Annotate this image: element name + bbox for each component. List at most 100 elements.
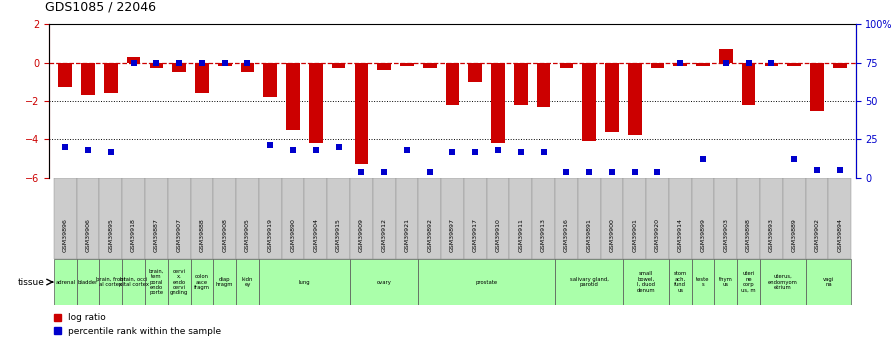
Text: GSM39898: GSM39898 [746,218,751,252]
Text: GSM39905: GSM39905 [245,218,250,252]
Bar [760,259,806,305]
Point [719,60,733,65]
Text: teste
s: teste s [696,277,710,287]
Bar [305,178,327,259]
Bar [99,259,122,305]
Text: GSM39906: GSM39906 [85,218,90,252]
Bar [332,62,346,68]
Text: GSM39894: GSM39894 [837,218,842,252]
Point [81,147,95,153]
Bar [737,259,760,305]
Bar [628,62,642,136]
Bar [418,259,555,305]
Bar [122,178,145,259]
Text: GSM39911: GSM39911 [518,218,523,252]
Point [673,60,687,65]
Point [104,149,118,154]
Text: GSM39909: GSM39909 [359,218,364,252]
Bar [714,259,737,305]
Text: GSM39887: GSM39887 [154,218,159,252]
Point [627,169,642,174]
Bar [418,178,441,259]
Point [240,60,254,65]
Bar [810,62,823,110]
Bar [646,178,669,259]
Bar [582,62,596,141]
Text: GSM39920: GSM39920 [655,218,660,252]
Bar [58,62,72,88]
Bar [696,62,710,66]
Point [491,147,505,153]
Bar [555,259,624,305]
Bar [145,259,168,305]
Point [537,149,551,154]
Text: adrenal: adrenal [56,279,75,285]
Text: thym
us: thym us [719,277,733,287]
Point [194,60,209,65]
Text: GSM39888: GSM39888 [200,218,204,252]
Bar [350,178,373,259]
Point [308,147,323,153]
Text: GSM39901: GSM39901 [633,218,637,252]
Point [126,60,141,65]
Bar [195,62,209,93]
Point [810,167,824,173]
Text: uteri
ne
corp
us, m: uteri ne corp us, m [741,272,756,293]
Point [423,169,437,174]
Point [650,169,665,174]
Text: prostate: prostate [476,279,497,285]
Bar [377,62,391,70]
Bar [355,62,368,164]
Text: GSM39904: GSM39904 [314,218,318,252]
Bar [806,259,851,305]
Text: small
bowel,
I, duod
denum: small bowel, I, duod denum [637,272,655,293]
Bar [236,259,259,305]
Text: GSM39900: GSM39900 [609,218,615,252]
Bar [263,62,277,97]
Bar [213,259,236,305]
Bar [624,259,669,305]
Point [605,169,619,174]
Text: GSM39912: GSM39912 [382,218,387,252]
Point [263,143,278,148]
Bar [77,178,99,259]
Bar [600,178,624,259]
Bar [191,178,213,259]
Bar [714,178,737,259]
Text: cervi
x,
endo
cervi
gnding: cervi x, endo cervi gnding [170,269,188,295]
Text: GSM39907: GSM39907 [177,218,182,252]
Point [172,60,186,65]
Text: GDS1085 / 22046: GDS1085 / 22046 [45,1,156,14]
Text: tissue: tissue [18,277,45,287]
Bar [99,178,122,259]
Bar [605,62,619,132]
Text: GSM39891: GSM39891 [587,218,591,252]
Text: ovary: ovary [376,279,392,285]
Text: vagi
na: vagi na [823,277,834,287]
Bar [286,62,300,130]
Point [559,169,573,174]
Bar [145,178,168,259]
Bar [487,178,510,259]
Point [377,169,392,174]
Text: GSM39902: GSM39902 [814,218,820,252]
Text: brain,
tem
poral
endo
porte: brain, tem poral endo porte [149,269,164,295]
Bar [401,62,414,66]
Bar [624,178,646,259]
Point [764,60,779,65]
Bar [719,49,733,62]
Text: GSM39914: GSM39914 [677,218,683,252]
Bar [423,62,436,68]
Text: diap
hragm: diap hragm [216,277,234,287]
Point [218,60,232,65]
Bar [532,178,555,259]
Text: GSM39908: GSM39908 [222,218,228,252]
Bar [650,62,664,68]
Point [742,60,756,65]
Bar [692,178,714,259]
Bar [82,62,95,95]
Text: kidn
ey: kidn ey [242,277,254,287]
Bar [764,62,779,66]
Bar [555,178,578,259]
Text: lung: lung [298,279,310,285]
